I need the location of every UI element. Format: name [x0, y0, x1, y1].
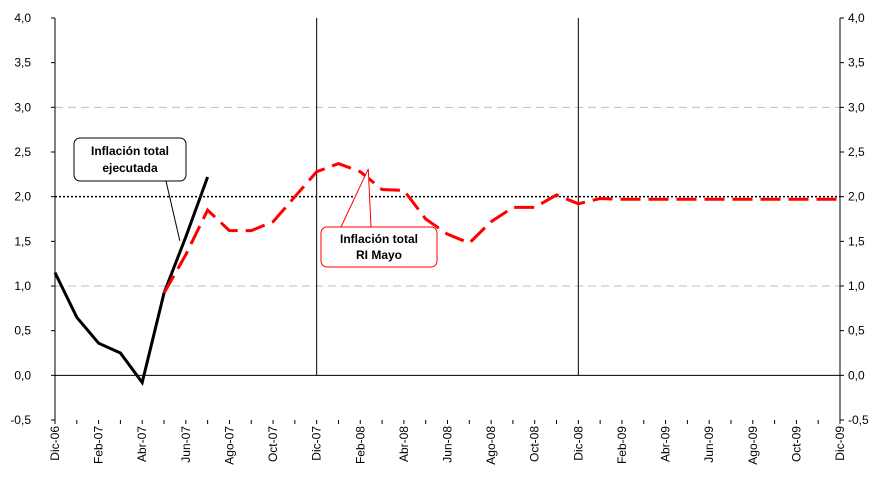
y-tick-label-left: 0,0 [14, 368, 31, 382]
x-tick-label: Ago-08 [484, 426, 498, 465]
x-tick-label: Dic-07 [310, 426, 324, 461]
y-tick-label-right: 1,0 [848, 279, 865, 293]
callout-ejecutada-pointer [165, 180, 181, 241]
x-tick-label: Jun-07 [179, 426, 193, 463]
x-tick-label: Dic-06 [48, 426, 62, 461]
x-tick-label: Jun-09 [702, 426, 716, 463]
x-tick-label: Feb-08 [353, 426, 367, 464]
x-tick-label: Feb-07 [92, 426, 106, 464]
x-tick-label: Ago-09 [746, 426, 760, 465]
callout-ri-mayo-pointer [340, 168, 372, 228]
y-tick-label-left: 3,0 [14, 100, 31, 114]
y-tick-label-left: 1,5 [14, 234, 31, 248]
x-tick-label: Oct-08 [528, 426, 542, 462]
y-tick-label-left: 1,0 [14, 279, 31, 293]
x-tick-label: Dic-08 [571, 426, 585, 461]
x-tick-label: Abr-07 [135, 426, 149, 462]
y-tick-label-right: -0,5 [848, 413, 869, 427]
vertical-divider-lines [316, 18, 579, 376]
x-tick-label: Abr-08 [397, 426, 411, 462]
callout-ri-mayo-box [320, 226, 438, 268]
y-tick-label-right: 0,0 [848, 368, 865, 382]
y-tick-label-left: 3,5 [14, 56, 31, 70]
callout-ejecutada-line1: Inflación total [91, 144, 169, 158]
callout-ejecutada-line2: ejecutada [102, 161, 158, 175]
x-tick-label: Oct-09 [789, 426, 803, 462]
x-tick-label: Feb-09 [615, 426, 629, 464]
callout-ejecutada: Inflación total ejecutada [73, 137, 187, 241]
x-axis-ticks: Dic-06 Feb-07 Abr-07 Jun-07 Ago-07 Oct-07 Dic-… [48, 420, 847, 465]
reference-lines [55, 106, 840, 287]
y-tick-label-left: 2,0 [14, 190, 31, 204]
y-tick-label-right: 2,5 [848, 145, 865, 159]
x-tick-label: Dic-09 [833, 426, 847, 461]
series-layer [53, 161, 840, 386]
y-tick-label-left: 2,5 [14, 145, 31, 159]
callout-ri-mayo: Inflación total RI Mayo [320, 168, 438, 268]
x-tick-label: Oct-07 [266, 426, 280, 462]
x-tick-label: Ago-07 [222, 426, 236, 465]
y-tick-label-left: 0,5 [14, 324, 31, 338]
x-tick-label: Jun-08 [441, 426, 455, 463]
callout-ri-mayo-line2: RI Mayo [356, 248, 402, 262]
y-tick-label-right: 3,5 [848, 56, 865, 70]
axes [54, 18, 841, 420]
x-tick-label: Abr-09 [659, 426, 673, 462]
y-tick-label-right: 3,0 [848, 100, 865, 114]
y-tick-label-left: -0,5 [10, 413, 31, 427]
callout-ejecutada-box [73, 137, 187, 182]
series-ri-mayo-line [162, 161, 840, 294]
y-tick-label-right: 4,0 [848, 11, 865, 25]
y-axis-right-ticks: -0,5 0,0 0,5 1,0 1,5 2,0 2,5 3,0 3,5 4,0 [840, 11, 869, 427]
y-tick-label-right: 0,5 [848, 324, 865, 338]
series-ejecutada-line [53, 176, 210, 386]
callout-ri-mayo-line1: Inflación total [340, 232, 418, 246]
y-tick-label-right: 2,0 [848, 190, 865, 204]
y-tick-label-right: 1,5 [848, 234, 865, 248]
y-tick-label-left: 4,0 [14, 11, 31, 25]
y-axis-left-ticks: -0,5 0,0 0,5 1,0 1,5 2,0 2,5 3,0 3,5 4,0 [10, 11, 55, 427]
